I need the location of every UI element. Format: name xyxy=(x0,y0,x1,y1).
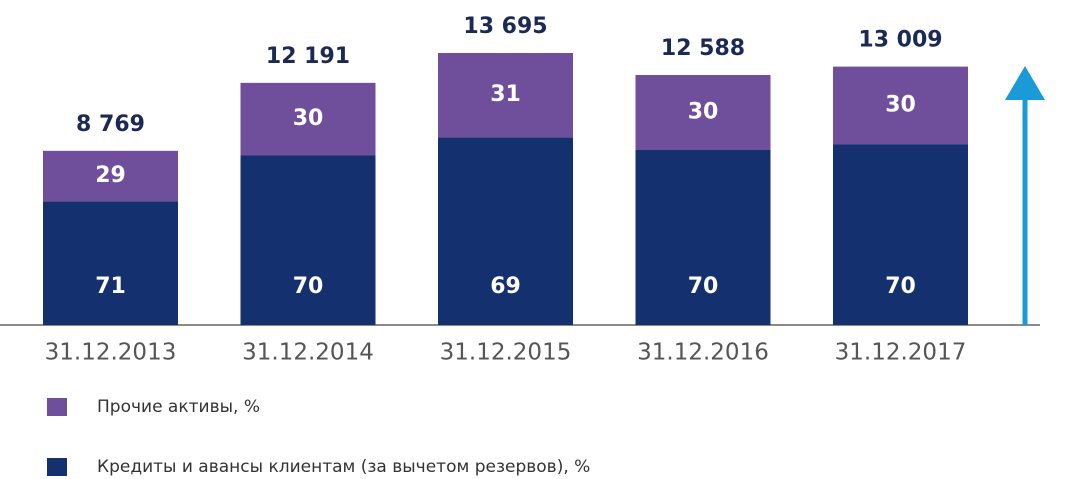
x-tick-label: 31.12.2015 xyxy=(440,340,572,366)
segment-label: 69 xyxy=(490,274,521,299)
legend-label: Кредиты и авансы клиентам (за вычетом ре… xyxy=(97,457,590,477)
legend-swatch xyxy=(47,398,67,416)
bar-segment xyxy=(43,201,178,325)
total-label: 13 695 xyxy=(463,14,547,39)
bar-segment xyxy=(43,150,178,202)
bar-segment xyxy=(240,155,376,325)
bar-segment xyxy=(438,53,573,138)
legend-swatch xyxy=(47,458,67,476)
segment-label: 29 xyxy=(95,163,126,188)
bar-segment xyxy=(438,137,573,325)
bar-segment xyxy=(833,66,968,145)
segment-label: 30 xyxy=(885,92,916,117)
segment-label: 70 xyxy=(885,274,916,299)
segment-label: 71 xyxy=(95,274,126,299)
total-label: 8 769 xyxy=(76,112,145,137)
x-tick-label: 31.12.2014 xyxy=(242,340,374,366)
segment-label: 70 xyxy=(293,274,324,299)
bar-segment xyxy=(833,144,968,325)
bar-segment xyxy=(635,74,771,150)
x-tick-label: 31.12.2016 xyxy=(637,340,769,366)
legend-label: Прочие активы, % xyxy=(97,397,260,417)
x-tick-label: 31.12.2013 xyxy=(45,340,177,366)
segment-label: 70 xyxy=(688,274,719,299)
growth-arrow xyxy=(1005,66,1045,325)
bar-segment xyxy=(635,149,771,325)
bar-segment xyxy=(240,82,376,156)
segment-label: 30 xyxy=(293,106,324,131)
total-label: 12 191 xyxy=(266,44,350,69)
segment-label: 31 xyxy=(490,82,521,107)
total-label: 12 588 xyxy=(661,36,745,61)
x-tick-label: 31.12.2017 xyxy=(835,340,967,366)
total-label: 13 009 xyxy=(858,28,942,53)
segment-label: 30 xyxy=(688,99,719,124)
